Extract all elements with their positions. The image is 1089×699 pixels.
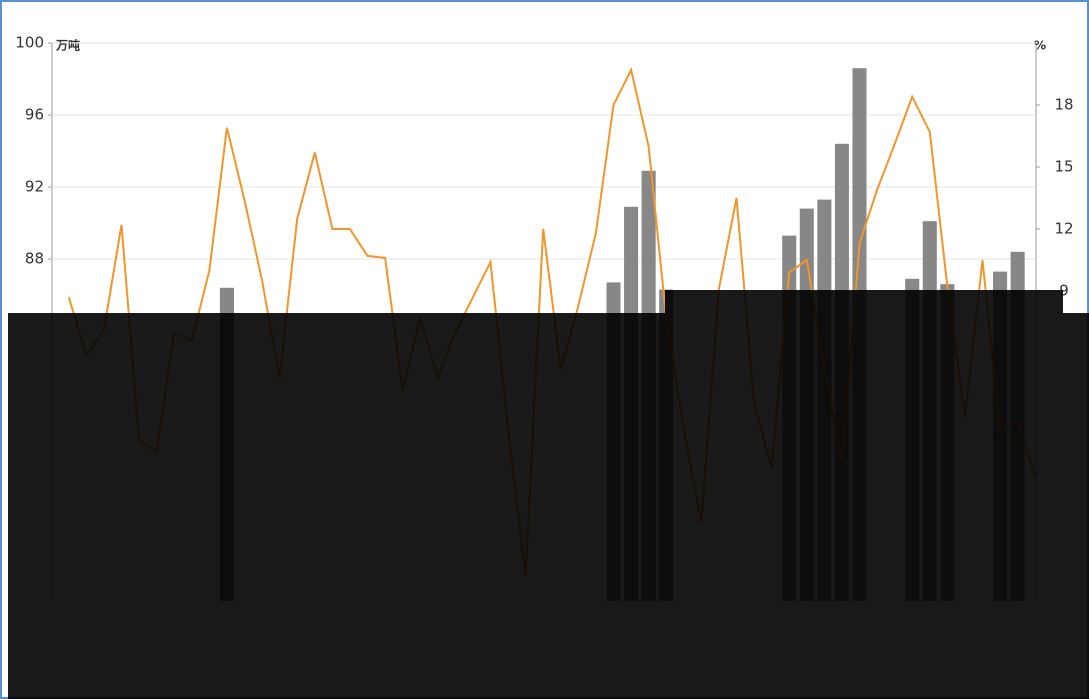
y2-unit: % — [1034, 39, 1046, 53]
y2-tick-label: 12 — [1054, 220, 1073, 238]
y2-tick-label: 15 — [1054, 158, 1073, 176]
y-tick-label: 96 — [25, 106, 44, 124]
occlusion — [8, 290, 1089, 699]
y-tick-label: 92 — [25, 178, 44, 196]
y-tick-label: 88 — [25, 250, 44, 268]
y2-tick-label: 18 — [1054, 96, 1073, 114]
y-unit: 万吨 — [55, 38, 80, 53]
y2-tick-label: 9 — [1059, 282, 1069, 300]
line — [67, 66, 1037, 577]
y-tick-label: 100 — [15, 34, 44, 52]
